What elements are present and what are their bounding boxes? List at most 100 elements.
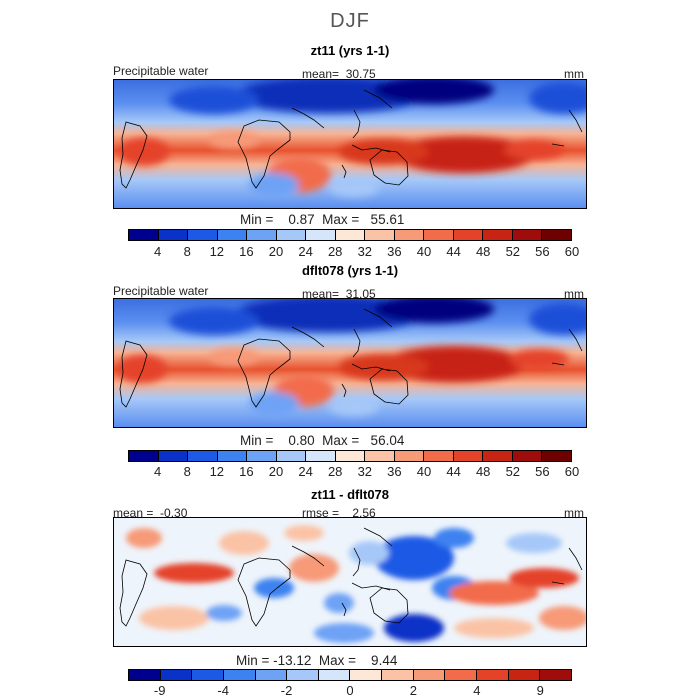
colorbar-swatch bbox=[129, 451, 159, 461]
colorbar-tick-label: 52 bbox=[505, 244, 521, 259]
colorbar-swatch bbox=[287, 670, 319, 680]
colorbar-swatch bbox=[318, 670, 351, 680]
colorbar-swatch bbox=[335, 451, 366, 461]
colorbar-swatch bbox=[365, 451, 395, 461]
colorbar-tick-label: -9 bbox=[153, 683, 166, 698]
colorbar-tick-label: 40 bbox=[416, 464, 432, 479]
panel-3-mean-label: mean = -0.30 bbox=[113, 506, 188, 520]
colorbar-tick-label: 8 bbox=[183, 464, 191, 479]
colorbar-tick-label: 36 bbox=[387, 464, 402, 479]
colorbar-swatch bbox=[512, 230, 543, 240]
colorbar-tick-label: 28 bbox=[327, 244, 343, 259]
colorbar-tick-label: 4 bbox=[153, 464, 162, 479]
panel-1-minmax: Min = 0.87 Max = 55.61 bbox=[240, 212, 405, 227]
colorbar-tick-label: 60 bbox=[564, 244, 580, 259]
colorbar-swatch bbox=[542, 230, 571, 240]
colorbar-tick-label: 20 bbox=[268, 464, 284, 479]
colorbar-swatch bbox=[192, 670, 224, 680]
colorbar-swatch bbox=[382, 670, 414, 680]
colorbar-tick-label: 9 bbox=[536, 683, 544, 698]
colorbar-tick-label: 16 bbox=[239, 464, 254, 479]
colorbar-swatch bbox=[276, 230, 307, 240]
colorbar-swatch bbox=[306, 451, 336, 461]
panel-1-map bbox=[113, 79, 587, 209]
colorbar-tick-label: 16 bbox=[239, 244, 254, 259]
panel-3-colorbar bbox=[128, 669, 572, 681]
panel-3-difference-map bbox=[113, 517, 587, 647]
colorbar-tick-label: 36 bbox=[387, 244, 402, 259]
colorbar-swatch bbox=[247, 451, 277, 461]
colorbar-tick-label: 44 bbox=[446, 464, 461, 479]
panel-3-rmse-label: rmse = 2.56 bbox=[302, 506, 376, 520]
colorbar-swatch bbox=[512, 451, 543, 461]
colorbar-swatch bbox=[306, 230, 336, 240]
panel-3-colorbar-ticks: -9 -4 -2 0 2 4 9 bbox=[0, 683, 700, 699]
colorbar-swatch bbox=[542, 451, 571, 461]
colorbar-tick-label: 8 bbox=[183, 244, 191, 259]
colorbar-tick-label: 4 bbox=[153, 244, 162, 259]
colorbar-swatch bbox=[276, 451, 307, 461]
colorbar-tick-label: 20 bbox=[268, 244, 284, 259]
panel-2-title: dflt078 (yrs 1-1) bbox=[301, 263, 399, 278]
colorbar-swatch bbox=[217, 451, 248, 461]
colorbar-swatch bbox=[394, 230, 425, 240]
colorbar-tick-label: 52 bbox=[505, 464, 521, 479]
colorbar-swatch bbox=[129, 670, 161, 680]
colorbar-swatch bbox=[453, 230, 484, 240]
panel-2-colorbar-ticks: 4 8 12 16 20 24 28 32 36 40 44 48 52 56 60 bbox=[0, 464, 700, 480]
colorbar-tick-label: 24 bbox=[298, 464, 313, 479]
panel-3-units-label: mm bbox=[564, 506, 584, 520]
colorbar-swatch bbox=[158, 230, 189, 240]
panel-1-title: zt11 (yrs 1-1) bbox=[310, 43, 390, 58]
colorbar-swatch bbox=[129, 230, 159, 240]
colorbar-swatch bbox=[158, 451, 189, 461]
panel-2-colorbar bbox=[128, 450, 572, 462]
colorbar-swatch bbox=[540, 670, 571, 680]
panel-2-minmax: Min = 0.80 Max = 56.04 bbox=[240, 433, 405, 448]
colorbar-tick-label: 24 bbox=[298, 244, 313, 259]
colorbar-tick-label: -4 bbox=[217, 683, 229, 698]
panel-3-minmax: Min = -13.12 Max = 9.44 bbox=[236, 653, 398, 668]
colorbar-tick-label: 56 bbox=[535, 464, 550, 479]
colorbar-swatch bbox=[424, 451, 454, 461]
colorbar-swatch bbox=[453, 451, 484, 461]
colorbar-swatch bbox=[394, 451, 425, 461]
colorbar-swatch bbox=[217, 230, 248, 240]
colorbar-tick-label: 32 bbox=[357, 244, 373, 259]
colorbar-tick-label: 32 bbox=[357, 464, 373, 479]
colorbar-swatch bbox=[508, 670, 541, 680]
colorbar-tick-label: -2 bbox=[280, 683, 293, 698]
colorbar-tick-label: 48 bbox=[475, 244, 491, 259]
colorbar-swatch bbox=[483, 230, 513, 240]
colorbar-tick-label: 56 bbox=[535, 244, 550, 259]
colorbar-tick-label: 40 bbox=[416, 244, 432, 259]
colorbar-tick-label: 12 bbox=[209, 244, 225, 259]
colorbar-swatch bbox=[188, 230, 218, 240]
colorbar-tick-label: 60 bbox=[564, 464, 580, 479]
colorbar-tick-label: 44 bbox=[446, 244, 461, 259]
colorbar-swatch bbox=[223, 670, 256, 680]
colorbar-swatch bbox=[247, 230, 277, 240]
figure-title: DJF bbox=[330, 10, 370, 32]
colorbar-tick-label: 2 bbox=[409, 683, 418, 698]
colorbar-swatch bbox=[483, 451, 513, 461]
colorbar-swatch bbox=[424, 230, 454, 240]
colorbar-swatch bbox=[160, 670, 193, 680]
colorbar-swatch bbox=[255, 670, 288, 680]
panel-1-colorbar-ticks: 4 8 12 16 20 24 28 32 36 40 44 48 52 56 60 bbox=[0, 244, 700, 260]
panel-3-title: zt11 - dflt078 bbox=[310, 487, 390, 502]
colorbar-tick-label: 12 bbox=[209, 464, 225, 479]
colorbar-swatch bbox=[350, 670, 383, 680]
panel-1-mean-label: mean= 30.75 bbox=[302, 67, 376, 81]
colorbar-swatch bbox=[445, 670, 478, 680]
panel-1-variable-label: Precipitable water bbox=[113, 64, 209, 78]
panel-2-units-label: mm bbox=[564, 287, 584, 301]
colorbar-swatch bbox=[365, 230, 395, 240]
panel-2-variable-label: Precipitable water bbox=[113, 284, 209, 298]
colorbar-swatch bbox=[413, 670, 446, 680]
colorbar-tick-label: 48 bbox=[475, 464, 491, 479]
panel-1-units-label: mm bbox=[564, 67, 584, 81]
panel-1-colorbar bbox=[128, 229, 572, 241]
colorbar-swatch bbox=[188, 451, 218, 461]
colorbar-swatch bbox=[335, 230, 366, 240]
